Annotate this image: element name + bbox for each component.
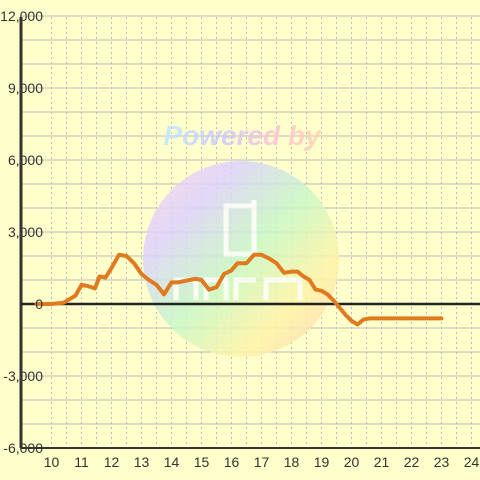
x-tick-label: 19 [314,454,330,470]
x-tick-label: 16 [224,454,240,470]
y-tick-label: -6,000 [3,440,43,456]
y-tick-label: 6,000 [8,152,43,168]
y-tick-label: 12,000 [0,8,43,24]
axes [19,17,480,449]
x-tick-label: 11 [74,454,89,470]
watermark: Powered by 3mm [143,120,339,357]
x-tick-label: 17 [254,454,270,470]
series-layer [34,252,444,327]
y-tick-label: 0 [35,296,43,312]
x-tick-label: 12 [104,454,120,470]
x-tick-label: 18 [284,454,300,470]
y-tick-label: -3,000 [3,368,43,384]
x-tick-label: 22 [404,454,420,470]
x-tick-label: 24 [464,454,480,470]
x-tick-label: 13 [134,454,150,470]
x-tick-label: 20 [344,454,360,470]
x-tick-label: 14 [164,454,180,470]
x-tick-label: 10 [44,454,60,470]
y-tick-label: 9,000 [8,80,43,96]
x-tick-label: 21 [374,454,390,470]
watermark-text: Powered by [163,120,322,151]
x-tick-label: 15 [194,454,210,470]
tick-labels: -6,000 -3,000 0 3,000 6,000 9,000 12,000 10 11 12… [0,8,479,470]
x-tick-label: 23 [434,454,450,470]
watermark-orb [143,161,339,357]
y-tick-label: 3,000 [8,224,43,240]
